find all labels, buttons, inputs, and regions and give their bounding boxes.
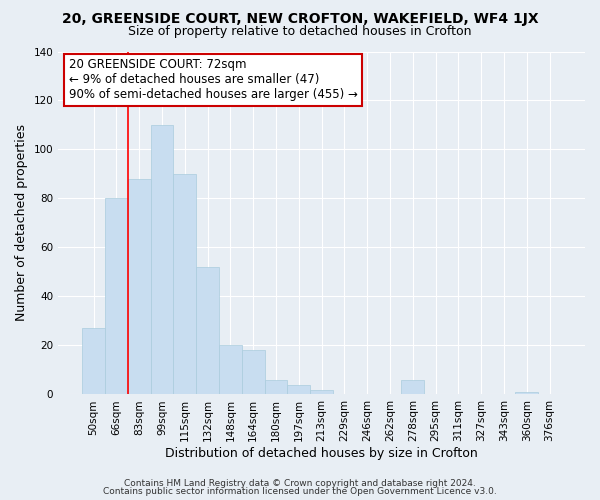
Bar [128, 179, 151, 394]
Bar [196, 267, 219, 394]
Bar [287, 384, 310, 394]
Bar [515, 392, 538, 394]
Bar [151, 125, 173, 394]
Bar [310, 390, 333, 394]
Text: 20 GREENSIDE COURT: 72sqm
← 9% of detached houses are smaller (47)
90% of semi-d: 20 GREENSIDE COURT: 72sqm ← 9% of detach… [69, 58, 358, 102]
Bar [219, 346, 242, 395]
Bar [242, 350, 265, 395]
Y-axis label: Number of detached properties: Number of detached properties [15, 124, 28, 322]
Text: Size of property relative to detached houses in Crofton: Size of property relative to detached ho… [128, 25, 472, 38]
Bar [265, 380, 287, 394]
Text: 20, GREENSIDE COURT, NEW CROFTON, WAKEFIELD, WF4 1JX: 20, GREENSIDE COURT, NEW CROFTON, WAKEFI… [62, 12, 538, 26]
Bar [105, 198, 128, 394]
Text: Contains HM Land Registry data © Crown copyright and database right 2024.: Contains HM Land Registry data © Crown c… [124, 478, 476, 488]
Bar [82, 328, 105, 394]
Text: Contains public sector information licensed under the Open Government Licence v3: Contains public sector information licen… [103, 487, 497, 496]
Bar [173, 174, 196, 394]
Bar [401, 380, 424, 394]
X-axis label: Distribution of detached houses by size in Crofton: Distribution of detached houses by size … [165, 447, 478, 460]
